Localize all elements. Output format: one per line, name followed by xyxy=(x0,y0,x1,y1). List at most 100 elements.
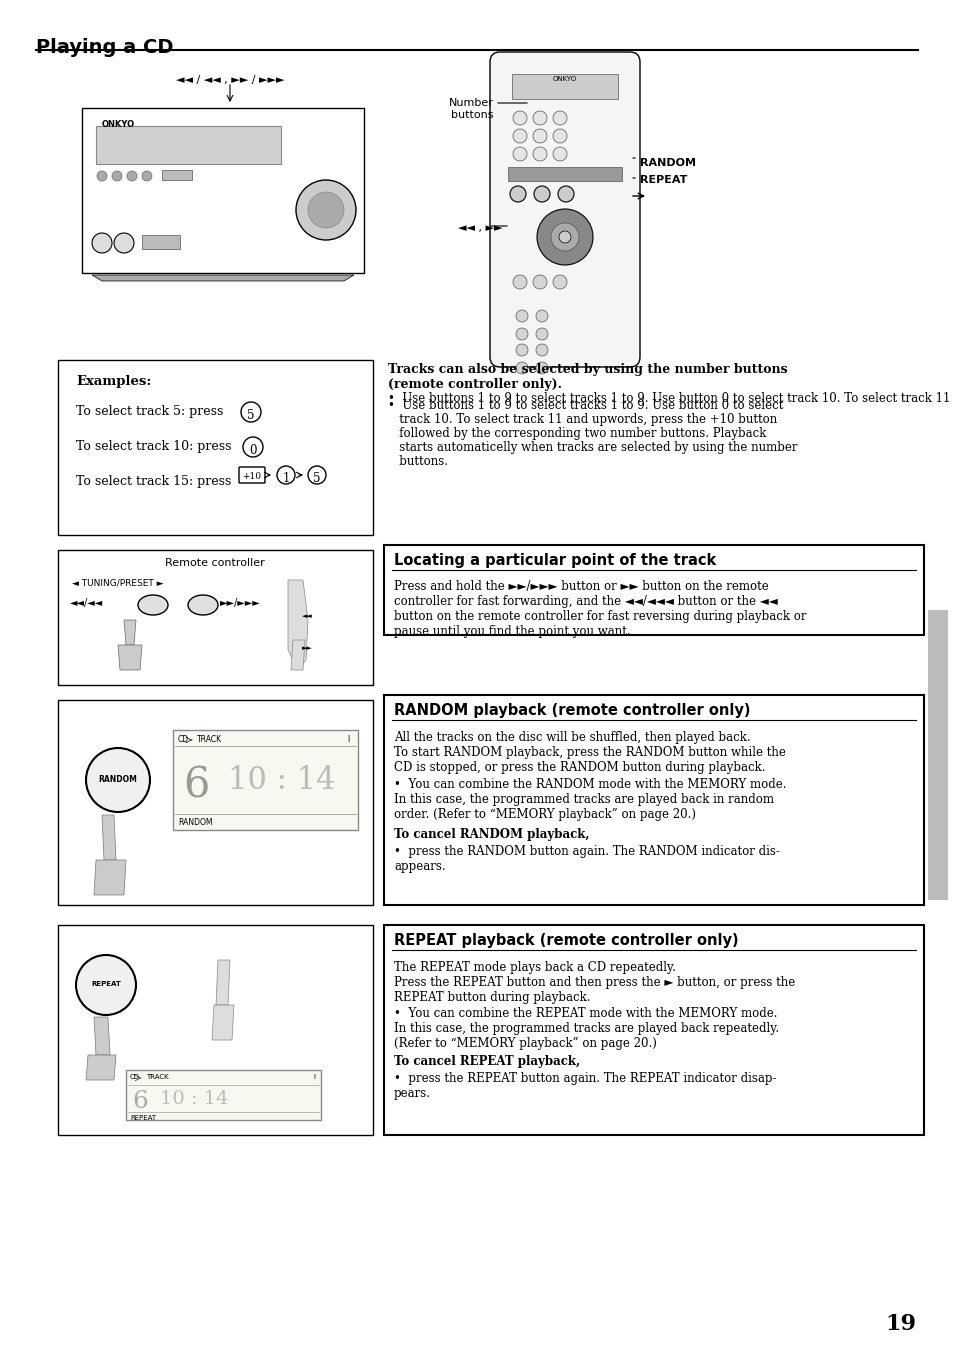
Circle shape xyxy=(112,172,122,181)
Text: 19: 19 xyxy=(884,1313,915,1335)
Text: CD: CD xyxy=(130,1074,140,1079)
Text: •  Use buttons 1 to 9 to select tracks 1 to 9. Use button 0 to select: • Use buttons 1 to 9 to select tracks 1 … xyxy=(388,399,782,412)
Text: To select track 10: press: To select track 10: press xyxy=(76,440,232,453)
Text: TRACK: TRACK xyxy=(146,1074,169,1079)
Text: +10: +10 xyxy=(242,471,261,481)
Text: Press and hold the ►►/►►► button or ►► button on the remote
controller for fast : Press and hold the ►►/►►► button or ►► b… xyxy=(394,580,805,638)
Bar xyxy=(126,1070,320,1120)
Circle shape xyxy=(536,309,547,322)
Text: To cancel RANDOM playback,: To cancel RANDOM playback, xyxy=(394,828,589,842)
Text: REPEAT playback (remote controller only): REPEAT playback (remote controller only) xyxy=(394,934,738,948)
Text: Examples:: Examples: xyxy=(76,376,152,388)
Bar xyxy=(58,925,373,1135)
Ellipse shape xyxy=(188,594,218,615)
Circle shape xyxy=(558,186,574,203)
Polygon shape xyxy=(102,815,116,861)
Text: track 10. To select track 11 and upwords, press the +10 button: track 10. To select track 11 and upwords… xyxy=(388,413,777,426)
Circle shape xyxy=(553,147,566,161)
Circle shape xyxy=(243,436,263,457)
Circle shape xyxy=(537,209,593,265)
Circle shape xyxy=(553,276,566,289)
Circle shape xyxy=(536,328,547,340)
Polygon shape xyxy=(94,1017,110,1055)
Bar xyxy=(384,925,923,1135)
Text: •  press the REPEAT button again. The REPEAT indicator disap-
pears.: • press the REPEAT button again. The REP… xyxy=(394,1071,776,1100)
Bar xyxy=(512,74,618,99)
Polygon shape xyxy=(86,1055,116,1079)
Circle shape xyxy=(276,466,294,484)
Circle shape xyxy=(553,128,566,143)
Circle shape xyxy=(127,172,137,181)
Text: 5: 5 xyxy=(313,471,320,485)
Text: RANDOM: RANDOM xyxy=(639,158,696,168)
Circle shape xyxy=(533,128,546,143)
Text: ONKYO: ONKYO xyxy=(102,120,135,128)
Text: To cancel REPEAT playback,: To cancel REPEAT playback, xyxy=(394,1055,579,1069)
Text: 10 : 14: 10 : 14 xyxy=(228,765,335,796)
Bar xyxy=(384,694,923,905)
Text: REPEAT: REPEAT xyxy=(130,1115,156,1121)
Circle shape xyxy=(536,362,547,374)
Polygon shape xyxy=(212,1005,233,1040)
Text: I: I xyxy=(313,1074,314,1079)
Circle shape xyxy=(516,362,527,374)
Circle shape xyxy=(76,955,136,1015)
Circle shape xyxy=(513,147,526,161)
Text: 10 : 14: 10 : 14 xyxy=(160,1090,229,1108)
Text: RANDOM: RANDOM xyxy=(98,775,137,784)
Circle shape xyxy=(516,345,527,357)
Polygon shape xyxy=(91,276,354,281)
Circle shape xyxy=(534,186,550,203)
Text: RANDOM playback (remote controller only): RANDOM playback (remote controller only) xyxy=(394,703,750,717)
Text: Playing a CD: Playing a CD xyxy=(36,38,173,57)
Circle shape xyxy=(308,466,326,484)
Circle shape xyxy=(308,192,344,228)
Text: ONKYO: ONKYO xyxy=(553,76,577,82)
Circle shape xyxy=(510,186,525,203)
Text: 0: 0 xyxy=(249,444,256,457)
Bar xyxy=(142,235,180,249)
Text: Remote controller: Remote controller xyxy=(165,558,265,567)
Text: 1: 1 xyxy=(282,471,290,485)
Ellipse shape xyxy=(138,594,168,615)
Circle shape xyxy=(533,147,546,161)
Circle shape xyxy=(91,232,112,253)
Bar xyxy=(162,170,192,180)
Text: ◄ TUNING/PRESET ►: ◄ TUNING/PRESET ► xyxy=(71,578,163,586)
Bar xyxy=(96,126,281,163)
Text: •  Use buttons 1 to 9 to select tracks 1 to 9. Use button 0 to select track 10. : • Use buttons 1 to 9 to select tracks 1 … xyxy=(388,392,953,405)
Text: followed by the corresponding two number buttons. Playback: followed by the corresponding two number… xyxy=(388,427,765,440)
Circle shape xyxy=(513,128,526,143)
Text: All the tracks on the disc will be shuffled, then played back.
To start RANDOM p: All the tracks on the disc will be shuff… xyxy=(394,731,785,774)
Text: •  You can combine the REPEAT mode with the MEMORY mode.
In this case, the progr: • You can combine the REPEAT mode with t… xyxy=(394,1006,779,1050)
Text: buttons.: buttons. xyxy=(388,455,448,467)
Circle shape xyxy=(516,328,527,340)
Bar xyxy=(384,544,923,635)
Circle shape xyxy=(295,180,355,240)
Text: ◄◄ / ◄◄ , ►► / ►►►: ◄◄ / ◄◄ , ►► / ►►► xyxy=(175,76,284,85)
Bar xyxy=(82,108,364,273)
Text: Tracks can also be selected by using the number buttons
(remote controller only): Tracks can also be selected by using the… xyxy=(388,363,787,390)
Bar xyxy=(58,550,373,685)
Bar xyxy=(507,168,621,181)
Polygon shape xyxy=(118,644,142,670)
Circle shape xyxy=(553,111,566,126)
Text: 6: 6 xyxy=(183,765,209,807)
Text: starts automaticelly when tracks are selected by using the number: starts automaticelly when tracks are sel… xyxy=(388,440,797,454)
Circle shape xyxy=(97,172,107,181)
Circle shape xyxy=(536,345,547,357)
Text: To select track 15: press: To select track 15: press xyxy=(76,476,232,488)
Polygon shape xyxy=(291,640,305,670)
Text: ►►/►►►: ►►/►►► xyxy=(220,598,260,608)
Circle shape xyxy=(516,309,527,322)
Text: TRACK: TRACK xyxy=(196,735,222,744)
Text: Number
buttons: Number buttons xyxy=(449,99,494,120)
Text: 5: 5 xyxy=(247,409,254,422)
Polygon shape xyxy=(215,961,230,1005)
Circle shape xyxy=(513,276,526,289)
Circle shape xyxy=(142,172,152,181)
Circle shape xyxy=(558,231,571,243)
FancyBboxPatch shape xyxy=(239,467,265,484)
Text: The REPEAT mode plays back a CD repeatedly.
Press the REPEAT button and then pre: The REPEAT mode plays back a CD repeated… xyxy=(394,961,795,1004)
Circle shape xyxy=(551,223,578,251)
